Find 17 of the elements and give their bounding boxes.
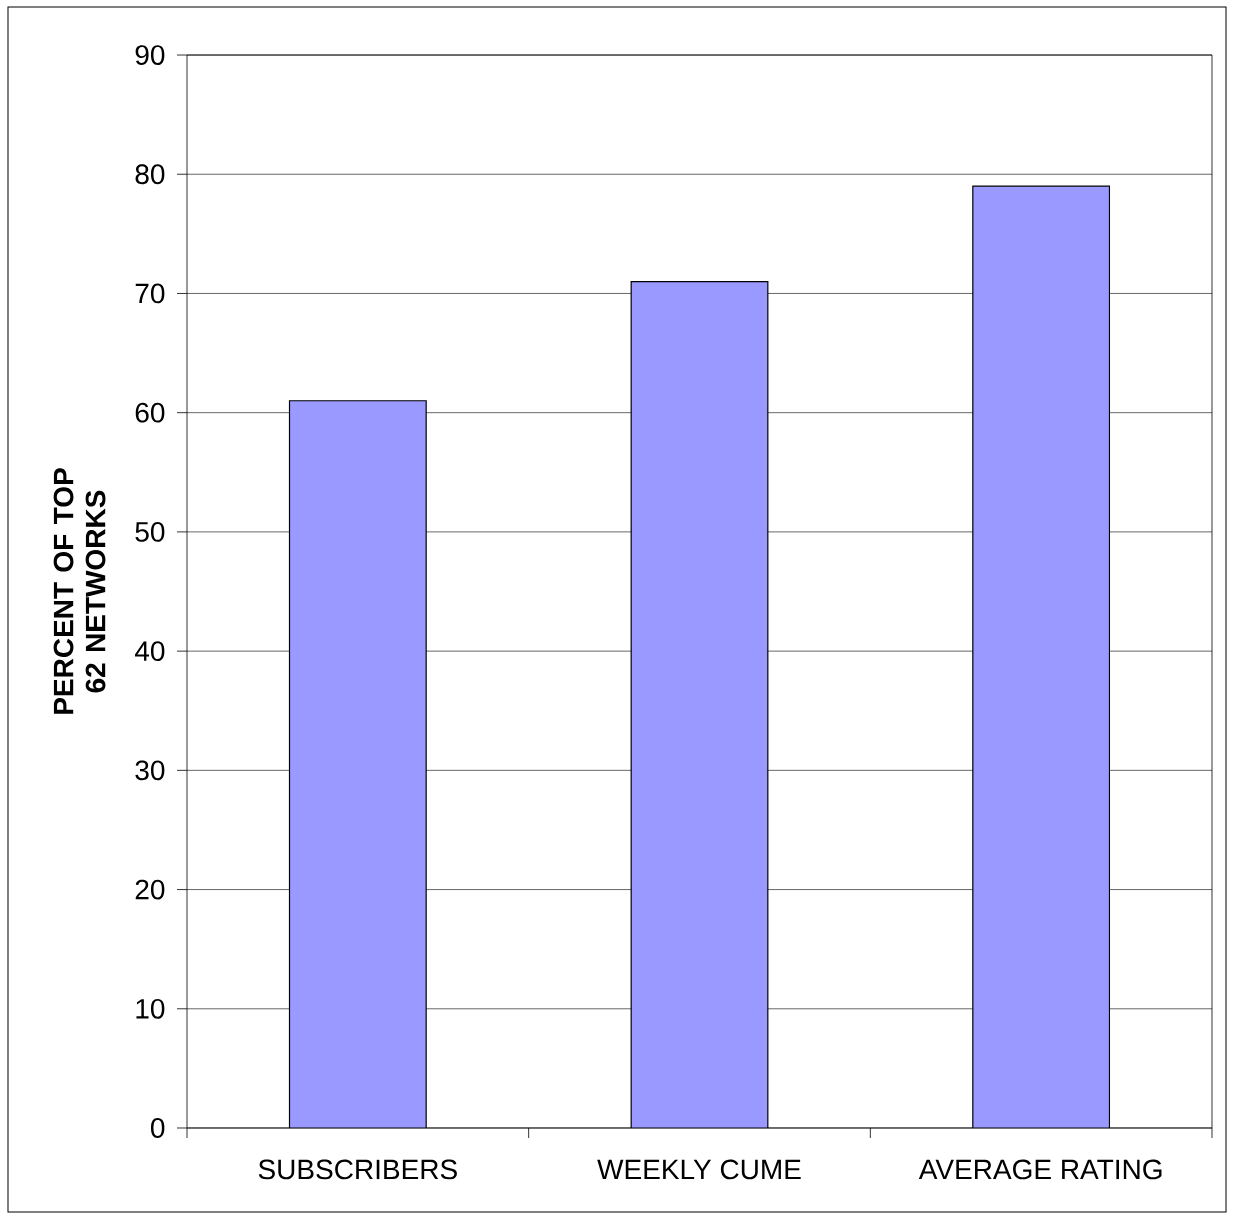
x-tick-label: AVERAGE RATING [918, 1159, 1162, 1180]
x-tick-label: SUBSCRIBERS [258, 1159, 457, 1180]
y-tick-label: 60 [135, 402, 165, 423]
bar [972, 185, 1111, 1128]
bar [630, 280, 769, 1128]
y-tick-label: 30 [135, 760, 165, 781]
x-tick-label: WEEKLY CUME [597, 1159, 801, 1180]
y-tick-label: 10 [136, 998, 165, 1019]
y-tick-label: 90 [135, 45, 165, 65]
y-tick-label: 20 [135, 879, 165, 900]
y-axis-title: PERCENT OF TOP 62 NETWORKS [53, 468, 106, 714]
y-tick-label: 0 [150, 1118, 165, 1138]
y-tick-label: 80 [135, 164, 165, 185]
y-tick-label: 40 [134, 641, 165, 662]
bar [288, 400, 427, 1128]
y-tick-label: 70 [135, 283, 165, 304]
y-tick-label: 50 [135, 522, 165, 542]
